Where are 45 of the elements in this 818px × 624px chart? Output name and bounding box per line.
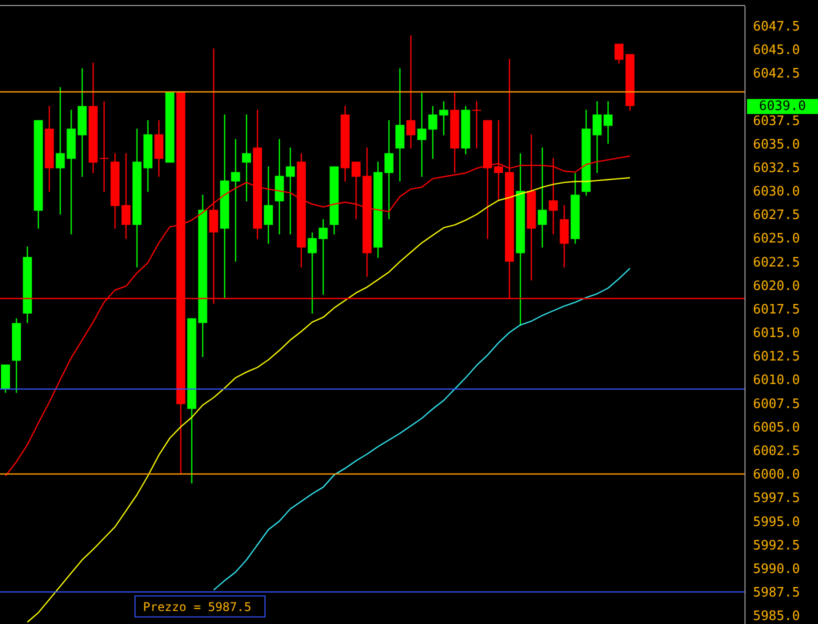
y-tick-label: 6020.0 [753,278,800,294]
y-tick-label: 6022.5 [753,255,800,270]
y-tick-label: 6007.5 [753,396,800,412]
text: 6039.0 [747,99,818,114]
y-tick-label: 5992.5 [753,538,800,554]
y-tick-label: 6017.5 [753,302,800,318]
y-tick-label: 6037.5 [753,114,800,129]
y-tick-label: 6002.5 [753,444,800,460]
candlestick [592,100,602,174]
candlestick [614,43,624,64]
y-tick-label: 6047.5 [753,19,800,34]
y-tick-label: 6042.5 [753,66,800,82]
y-tick-label: 6027.5 [753,208,800,224]
line-series [26,177,631,623]
y-tick-label: 6012.5 [753,350,800,365]
candlestick [100,100,109,192]
y-tick-label: 6005.0 [753,420,800,436]
candlestick [352,161,361,220]
y-tick-label: 5997.5 [753,491,800,506]
candlestick [406,34,416,150]
candlestick [417,92,426,178]
y-tick-label: 5985.0 [753,609,800,624]
y-tick-label: 5987.5 [753,586,800,601]
y-tick-label: 6030.0 [753,184,800,200]
y-tick-label: 6045.0 [753,43,800,58]
candlestick [395,68,404,182]
line-series [213,268,631,591]
y-tick-label: 5995.0 [753,514,800,530]
candlestick [384,120,394,220]
candlestick [231,138,240,262]
y-tick-label: 5990.0 [753,562,800,577]
candlestick [242,114,252,202]
y-tick-label: 6032.5 [753,160,800,176]
candlestick [538,146,547,248]
candlestick [286,146,295,235]
y-tick-label: 6035.0 [753,137,800,152]
candlestick [264,166,273,244]
candlestick [122,152,131,240]
candlestick [604,100,613,144]
ref-line-label: Prezzo = 5987.5 [143,600,252,614]
y-tick-label: 6000.0 [753,468,800,483]
y-tick-label: 6015.0 [753,326,800,342]
candlestick [472,100,482,150]
y-tick-label: 6025.0 [753,232,800,247]
y-tick-label: 6010.0 [753,373,800,388]
